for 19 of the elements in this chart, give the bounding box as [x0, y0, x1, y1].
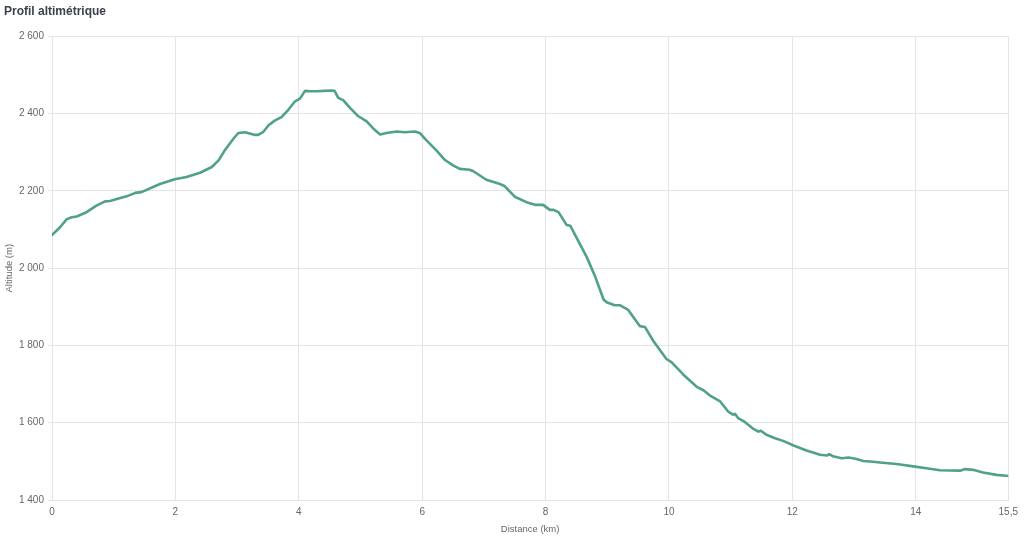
- x-tick-label: 4: [296, 505, 302, 517]
- y-tick-label: 2 200: [18, 184, 45, 196]
- y-axis-title: Altitude (m): [3, 243, 15, 293]
- x-tick-label: 15,5: [998, 505, 1019, 517]
- x-axis-title: Distance (km): [500, 522, 560, 534]
- x-tick-label: 12: [786, 505, 799, 517]
- y-tick-label: 2 000: [18, 261, 45, 273]
- x-tick-label: 2: [172, 505, 179, 517]
- x-tick-label: 14: [910, 505, 922, 517]
- x-tick-label: 8: [542, 505, 549, 517]
- x-tick-label: 10: [663, 505, 675, 517]
- chart-title: Profil altimétrique: [4, 3, 107, 18]
- x-tick-label: 6: [419, 505, 426, 517]
- y-tick-label: 2 600: [18, 30, 45, 42]
- y-tick-label: 2 400: [18, 107, 45, 119]
- y-tick-label: 1 800: [18, 339, 45, 351]
- y-tick-label: 1 400: [18, 493, 45, 505]
- x-tick-label: 0: [49, 505, 56, 517]
- y-tick-label: 1 600: [18, 416, 45, 428]
